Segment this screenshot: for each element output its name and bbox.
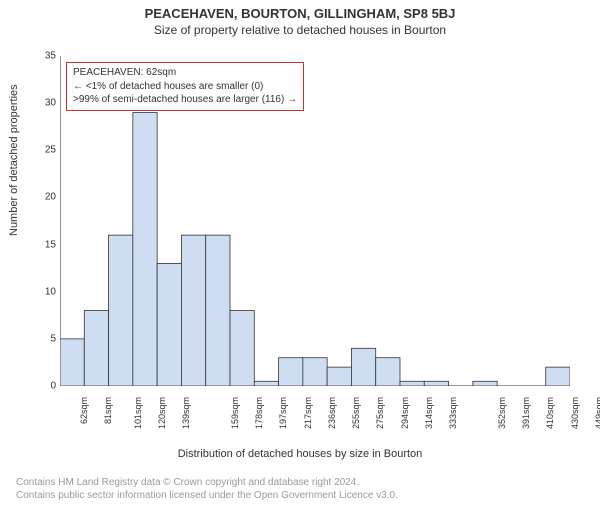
x-tick-label: 352sqm [497,397,507,429]
y-tick-label: 35 [38,51,56,62]
y-tick-label: 15 [38,239,56,250]
x-axis-label: Distribution of detached houses by size … [0,448,600,460]
x-tick-label: 81sqm [103,397,113,424]
x-tick-label: 217sqm [303,397,313,429]
annotation-line: ← <1% of detached houses are smaller (0) [73,80,297,94]
x-tick-label: 139sqm [181,397,191,429]
x-tick-label: 430sqm [570,397,580,429]
x-tick-label: 101sqm [133,397,143,429]
footer-line: Contains HM Land Registry data © Crown c… [16,476,398,489]
y-tick-label: 5 [38,333,56,344]
annotation-line: PEACEHAVEN: 62sqm [73,66,297,80]
x-tick-label: 275sqm [375,397,385,429]
y-axis-label: Number of detached properties [8,84,20,236]
y-tick-label: 30 [38,98,56,109]
chart-title-sub: Size of property relative to detached ho… [0,23,600,37]
x-tick-label: 62sqm [79,397,89,424]
x-tick-label: 391sqm [521,397,531,429]
x-tick-label: 294sqm [400,397,410,429]
x-tick-label: 314sqm [424,397,434,429]
annotation-box: PEACEHAVEN: 62sqm ← <1% of detached hous… [66,62,304,111]
y-tick-label: 20 [38,192,56,203]
chart-title-main: PEACEHAVEN, BOURTON, GILLINGHAM, SP8 5BJ [0,6,600,21]
x-tick-label: 255sqm [351,397,361,429]
x-tick-label: 120sqm [157,397,167,429]
x-tick-label: 197sqm [278,397,288,429]
footer-line: Contains public sector information licen… [16,489,398,502]
x-tick-label: 449sqm [594,397,600,429]
x-tick-label: 178sqm [254,397,264,429]
x-tick-label: 410sqm [545,397,555,429]
x-tick-label: 236sqm [327,397,337,429]
y-tick-label: 0 [38,381,56,392]
annotation-line: >99% of semi-detached houses are larger … [73,93,297,107]
x-tick-label: 333sqm [448,397,458,429]
y-tick-label: 25 [38,145,56,156]
x-tick-label: 159sqm [230,397,240,429]
y-tick-label: 10 [38,286,56,297]
footer-attribution: Contains HM Land Registry data © Crown c… [16,476,398,502]
chart-area: 05101520253035 62sqm81sqm101sqm120sqm139… [60,56,570,426]
